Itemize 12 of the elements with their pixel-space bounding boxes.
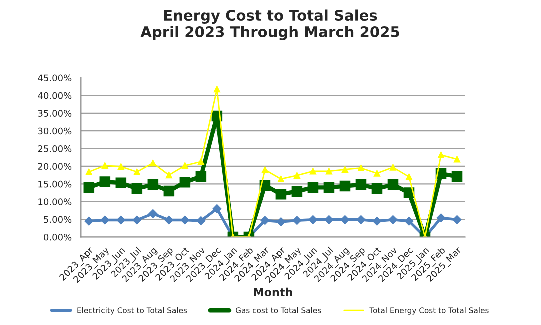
y-tick-label: 40.00% — [38, 92, 72, 100]
y-tick-label: 20.00% — [38, 163, 72, 170]
y-tick-label: 45.00% — [38, 74, 72, 82]
y-tick-label: 0.00% — [44, 234, 72, 241]
y-tick-label: 5.00% — [44, 216, 72, 224]
x-axis-title: Month — [254, 288, 292, 297]
y-tick-label: 30.00% — [38, 128, 72, 135]
y-tick-label: 10.00% — [38, 198, 72, 206]
chart-title: Energy Cost to Total Sales April 2023 Through March 2025 — [140, 10, 400, 40]
y-tick-label: 15.00% — [38, 180, 72, 188]
y-tick-label: 25.00% — [38, 146, 72, 152]
y-tick-label: 35.00% — [38, 110, 72, 117]
